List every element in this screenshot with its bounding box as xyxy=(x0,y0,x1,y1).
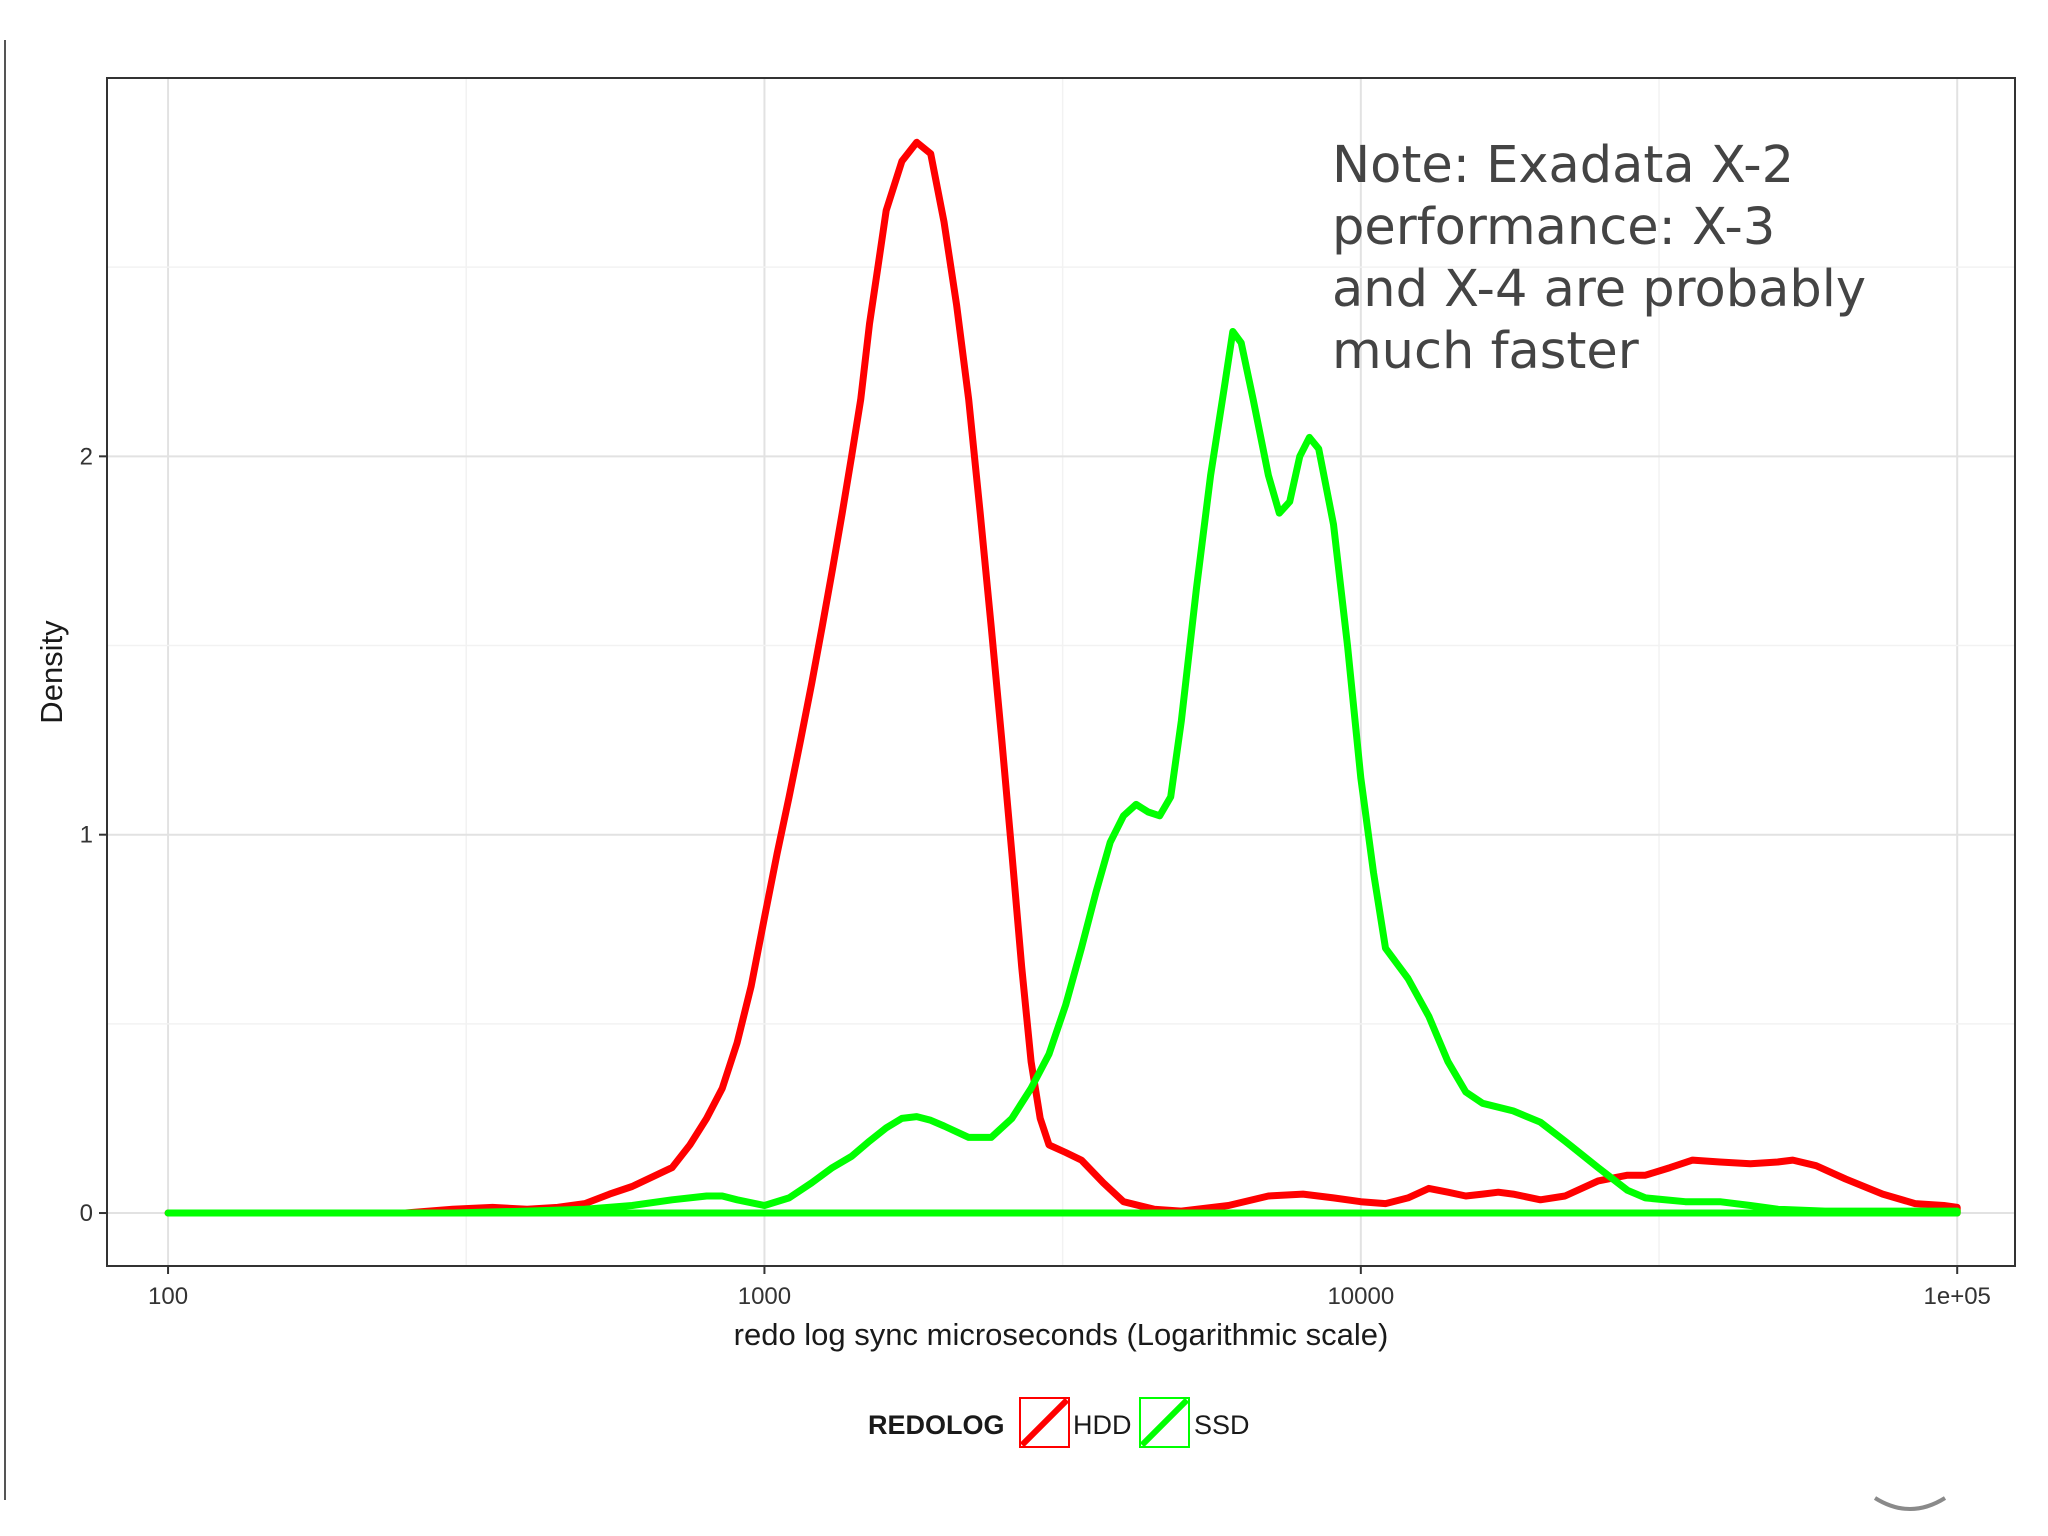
note-line-1: Note: Exadata X-2 xyxy=(1332,136,1794,195)
x-tick-label: 1000 xyxy=(738,1283,791,1310)
corner-arc-decoration xyxy=(1873,1496,1947,1511)
axis-layer: 100 1000 10000 1e+05 0 1 2 xyxy=(80,443,1991,1310)
x-tick-label: 1e+05 xyxy=(1924,1283,1991,1310)
legend-label-ssd: SSD xyxy=(1194,1410,1250,1440)
y-tick-label: 1 xyxy=(80,822,93,849)
note-line-2: performance: X-3 xyxy=(1332,198,1775,257)
legend-label-hdd: HDD xyxy=(1073,1410,1132,1440)
legend-title: REDOLOG xyxy=(868,1410,1005,1440)
series-line-hdd xyxy=(164,138,1961,1217)
y-tick-label: 0 xyxy=(80,1200,93,1227)
note-line-3: and X-4 are probably xyxy=(1332,260,1866,319)
x-tick-label: 10000 xyxy=(1327,1283,1394,1310)
plot-panel xyxy=(107,78,2015,1266)
series-line-ssd xyxy=(164,328,1961,1217)
plot-border xyxy=(106,77,2016,1267)
y-tick-label: 2 xyxy=(80,443,93,470)
note-line-4: much faster xyxy=(1332,322,1639,381)
series-layer xyxy=(164,138,1961,1217)
x-tick-label: 100 xyxy=(148,1283,188,1310)
note-annotation: Note: Exadata X-2 performance: X-3 and X… xyxy=(1332,136,1882,381)
x-axis-title: redo log sync microseconds (Logarithmic … xyxy=(734,1317,1389,1352)
legend-key-ssd-line xyxy=(1139,1397,1190,1448)
legend: REDOLOG HDD SSD xyxy=(868,1397,1250,1448)
legend-key-hdd-line xyxy=(1019,1397,1070,1448)
y-axis-title: Density xyxy=(34,620,69,724)
